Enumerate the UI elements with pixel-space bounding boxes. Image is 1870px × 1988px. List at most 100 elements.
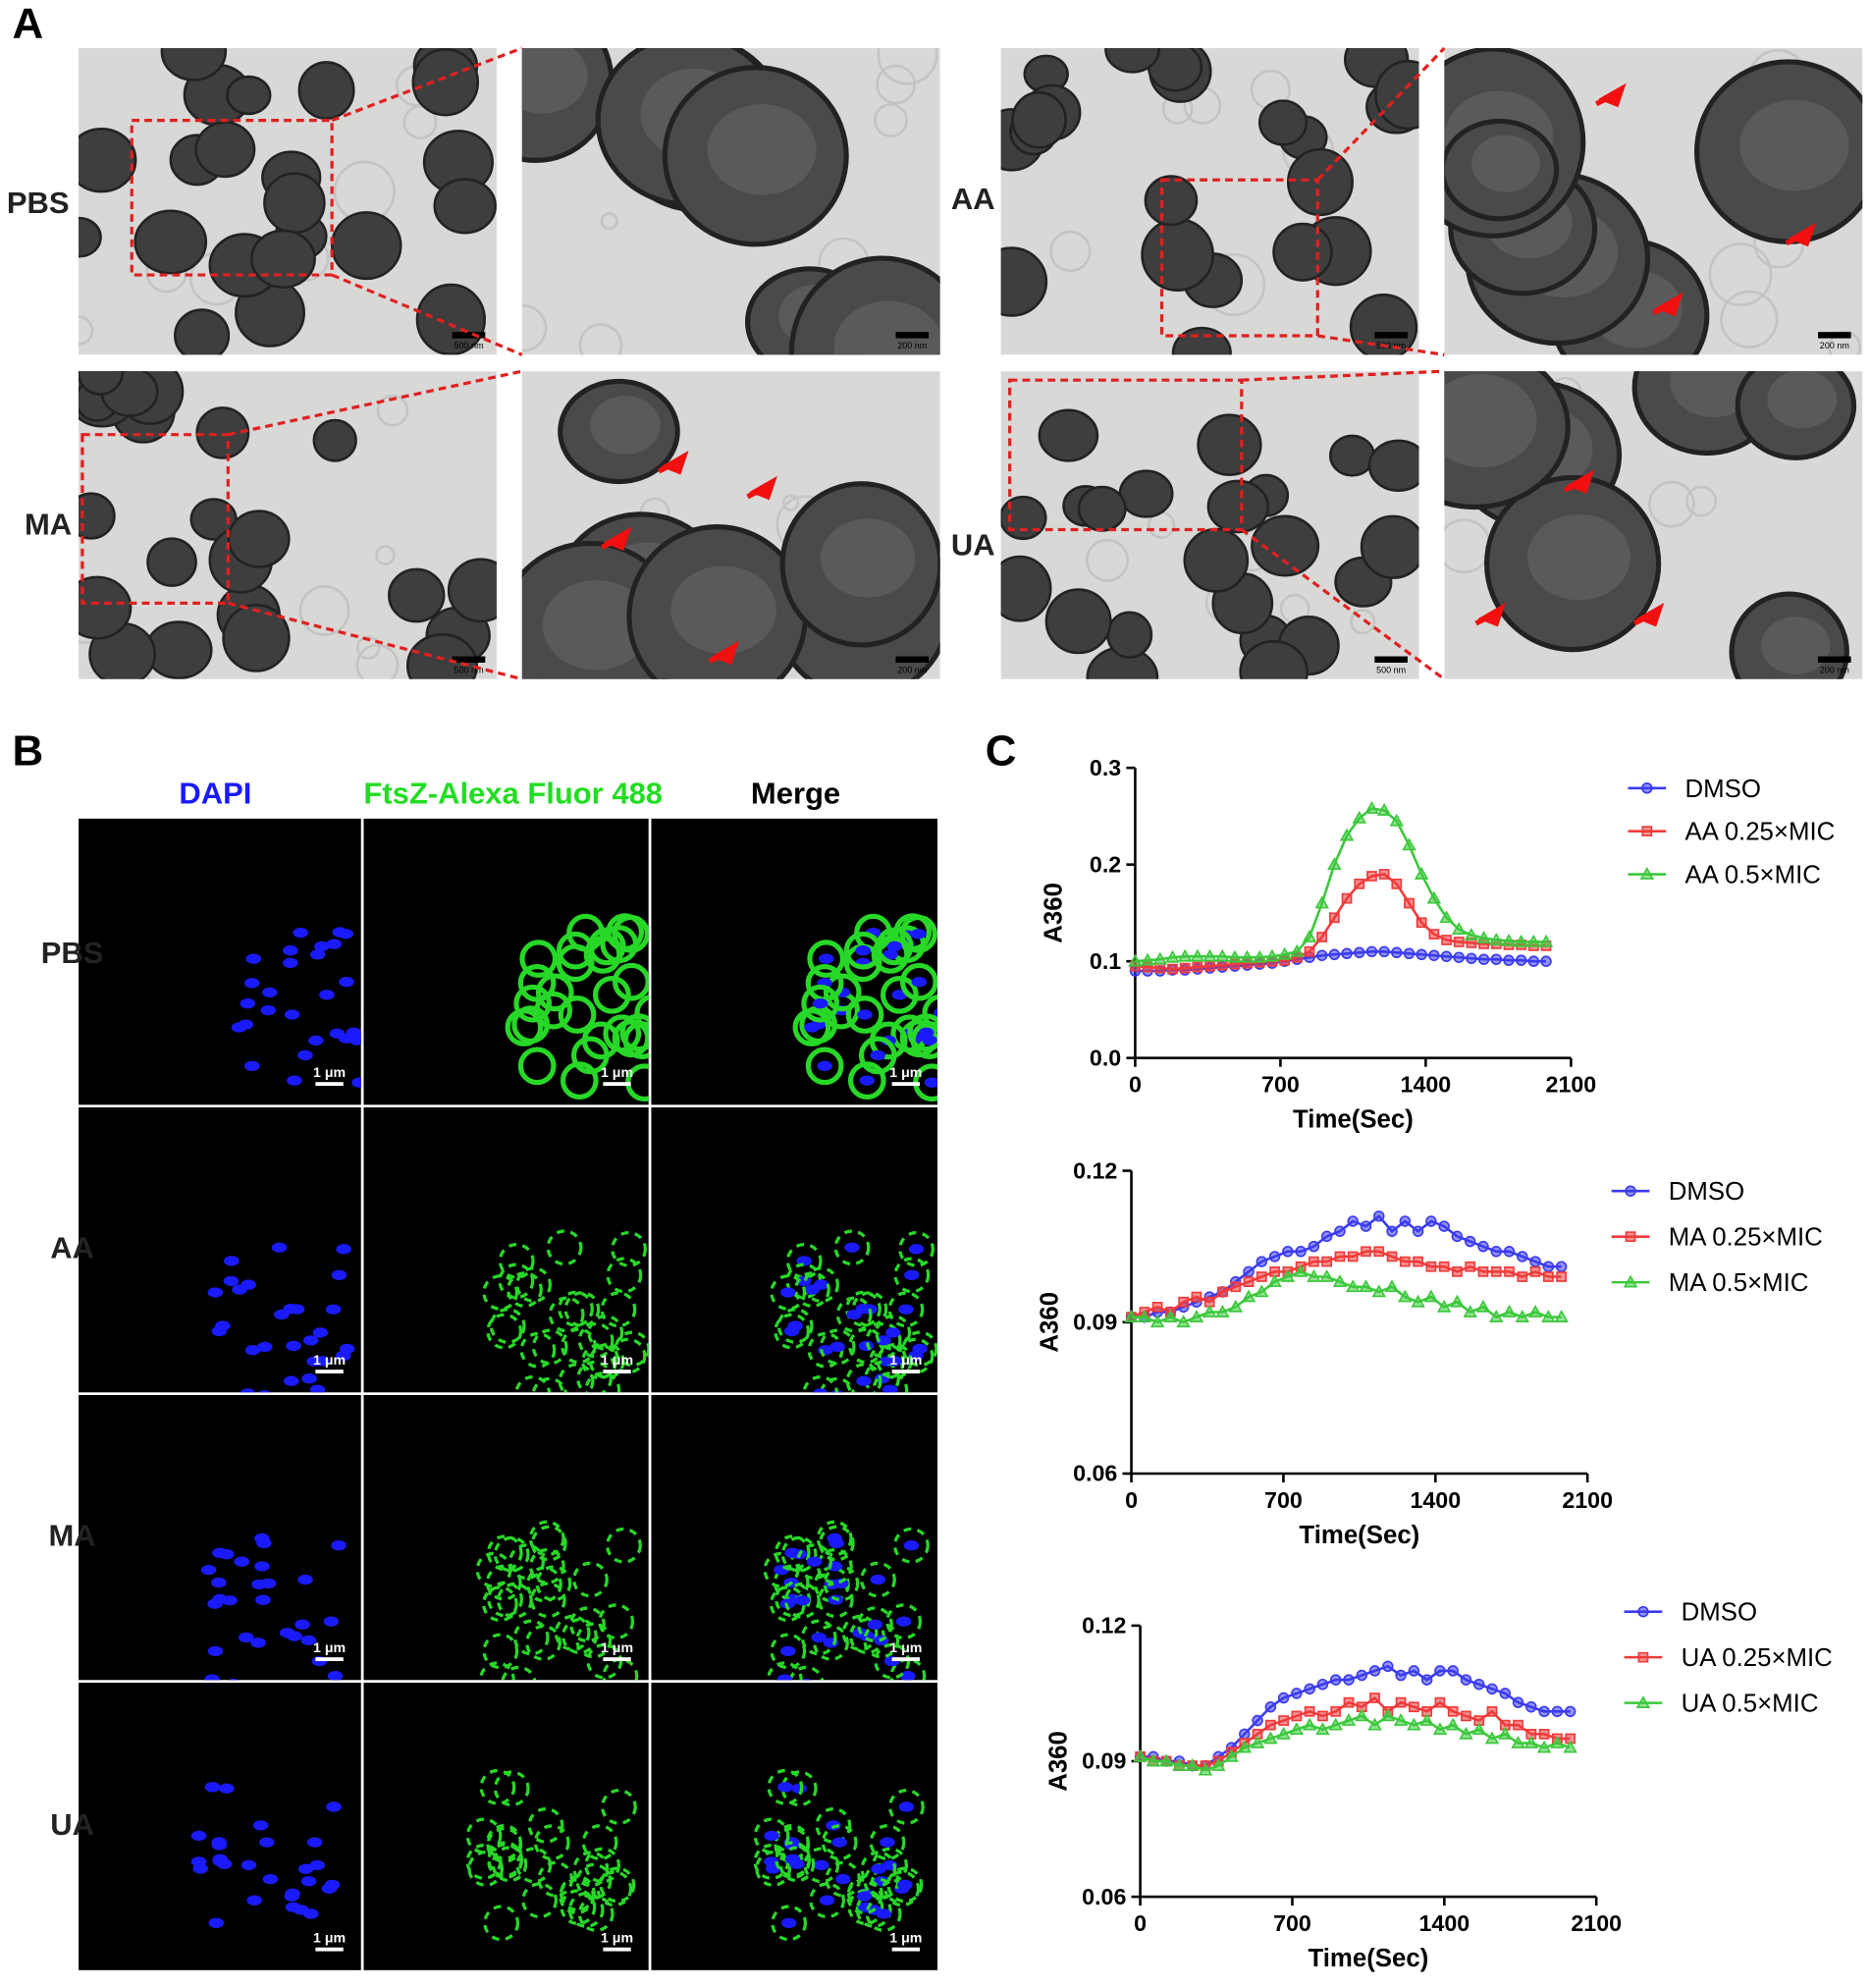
y-tick-label: 0.06	[1082, 1884, 1126, 1909]
dapi-nucleus	[256, 1537, 272, 1549]
dapi-nucleus	[312, 1327, 329, 1338]
marker	[1304, 1705, 1315, 1717]
marker	[1177, 948, 1193, 962]
cell	[1367, 439, 1419, 492]
dapi-nucleus	[319, 990, 335, 1000]
marker	[1486, 1705, 1498, 1717]
ftsz-ring	[493, 1770, 530, 1807]
dapi-nucleus	[309, 949, 326, 960]
fluorescence-image: 1 μm	[651, 818, 938, 1105]
marker	[1317, 1710, 1328, 1722]
marker	[1217, 1286, 1228, 1298]
ftsz-ring	[501, 1665, 537, 1681]
x-tick-label: 1400	[1419, 1910, 1470, 1936]
marker	[1464, 1235, 1476, 1248]
marker	[1527, 955, 1540, 967]
marker	[1436, 1299, 1452, 1313]
marker	[1367, 1717, 1382, 1731]
red-arrow	[1632, 602, 1665, 627]
marker	[1477, 1240, 1489, 1253]
dapi-nucleus	[898, 1304, 914, 1315]
ftsz-ring	[851, 1291, 888, 1327]
ftsz-ring	[770, 1274, 807, 1311]
marker	[1378, 869, 1390, 880]
dapi-nucleus	[904, 1269, 920, 1280]
ftsz-ring	[498, 1263, 535, 1300]
debris	[1049, 230, 1092, 273]
ftsz-ring	[588, 1343, 625, 1379]
cell	[331, 211, 402, 281]
dapi-nucleus	[224, 1256, 240, 1266]
ftsz-ring	[465, 1844, 503, 1880]
ftsz-ring	[815, 1807, 852, 1844]
scale-bar	[1818, 656, 1851, 663]
ftsz-ring	[533, 1824, 570, 1861]
ftsz-ring	[835, 1296, 873, 1333]
dapi-nucleus	[309, 1859, 325, 1871]
dapi-nucleus	[302, 1335, 319, 1346]
column-header: Merge	[751, 776, 840, 810]
ftsz-ring	[498, 1243, 535, 1279]
marker	[1432, 1722, 1448, 1736]
ftsz-ring	[774, 1534, 811, 1572]
ftsz-ring	[774, 1313, 811, 1350]
scale-bar-label: 1 μm	[601, 1931, 633, 1947]
marker	[1466, 952, 1477, 964]
cell	[1171, 326, 1232, 355]
ftsz-ring	[486, 1313, 523, 1350]
dapi-nucleus	[190, 1830, 207, 1842]
marker	[1395, 1669, 1407, 1682]
ftsz-ring	[584, 1371, 621, 1393]
marker	[1352, 810, 1366, 824]
marker	[1216, 959, 1228, 971]
ftsz-ring	[546, 1229, 583, 1266]
dapi-nucleus	[301, 1373, 317, 1384]
scale-bar	[1374, 332, 1408, 339]
marker	[1536, 1740, 1552, 1753]
ftsz-ring	[848, 1327, 884, 1365]
red-arrow	[1474, 602, 1506, 627]
ftsz-ring	[872, 1371, 909, 1393]
dapi-nucleus	[271, 1242, 288, 1253]
legend-label: AA 0.5×MIC	[1685, 862, 1821, 889]
marker	[1364, 800, 1379, 814]
marker	[1202, 948, 1217, 962]
dapi-nucleus	[857, 1009, 873, 1020]
dapi-nucleus	[886, 1356, 902, 1367]
marker	[1178, 1296, 1190, 1308]
scale-bar	[891, 1082, 921, 1087]
dapi-nucleus	[283, 945, 298, 956]
dapi-nucleus	[331, 1269, 347, 1280]
tem-image: 200 nm	[1444, 48, 1863, 355]
marker	[1502, 1304, 1517, 1317]
image-background	[651, 1107, 938, 1393]
marker	[1503, 954, 1515, 966]
ftsz-ring	[584, 1847, 620, 1884]
cell	[79, 128, 137, 193]
dapi-nucleus	[260, 1004, 277, 1016]
ftsz-ring	[897, 1337, 935, 1374]
marker	[1321, 1256, 1333, 1267]
scale-bar-label: 1 μm	[313, 1640, 346, 1656]
ftsz-ring	[858, 1036, 897, 1075]
red-arrow	[1595, 82, 1627, 108]
marker	[1472, 1678, 1485, 1691]
marker	[1440, 950, 1453, 962]
row-label: UA	[50, 1807, 94, 1842]
fluorescence-image: 1 μm	[363, 1107, 649, 1393]
ftsz-ring	[581, 1824, 618, 1860]
ftsz-ring	[784, 1582, 821, 1619]
marker	[1264, 1719, 1276, 1731]
marker	[1228, 1299, 1243, 1313]
ftsz-ring	[847, 1889, 884, 1926]
marker	[1386, 1225, 1398, 1237]
marker	[1511, 1736, 1525, 1748]
dapi-nucleus	[252, 1820, 269, 1831]
cell	[174, 308, 231, 355]
debris	[1720, 290, 1779, 349]
marker	[1255, 1284, 1269, 1298]
legend-label: MA 0.5×MIC	[1669, 1269, 1809, 1297]
marker	[1140, 952, 1155, 966]
cell	[194, 121, 256, 179]
row-label: MA	[48, 1519, 95, 1553]
